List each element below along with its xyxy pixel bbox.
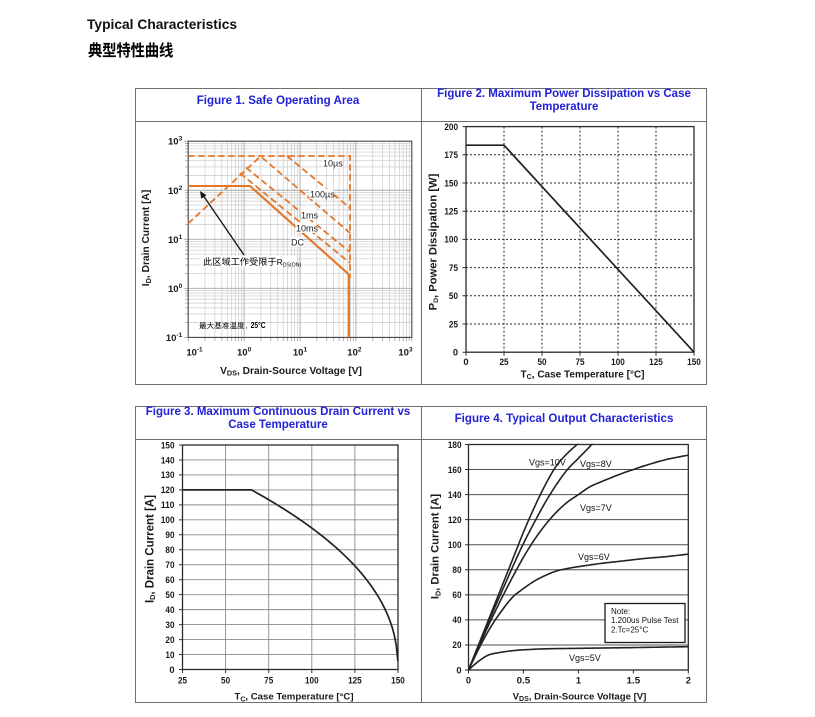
svg-text:50: 50 — [537, 357, 546, 367]
svg-text:1.5: 1.5 — [627, 676, 641, 686]
svg-text:25°C: 25°C — [251, 321, 266, 330]
svg-text:60: 60 — [452, 590, 461, 600]
svg-text:120: 120 — [448, 515, 462, 525]
svg-text:10-1: 10-1 — [186, 347, 203, 359]
svg-text:1ms: 1ms — [301, 211, 319, 221]
svg-text:0: 0 — [169, 665, 174, 675]
svg-text:150: 150 — [444, 178, 458, 188]
svg-text:0: 0 — [466, 676, 471, 686]
svg-text:40: 40 — [165, 605, 174, 615]
svg-text:160: 160 — [448, 465, 462, 475]
svg-text:20: 20 — [165, 635, 174, 645]
svg-text:25: 25 — [449, 319, 458, 329]
svg-text:70: 70 — [165, 560, 174, 570]
svg-text:102: 102 — [347, 347, 362, 359]
svg-text:25: 25 — [499, 357, 508, 367]
svg-text:RDS(ON): RDS(ON) — [277, 257, 302, 269]
svg-text:125: 125 — [649, 357, 663, 367]
svg-text:80: 80 — [165, 545, 174, 555]
svg-text:140: 140 — [448, 490, 462, 500]
svg-text:Vgs=5V: Vgs=5V — [569, 653, 601, 663]
svg-text:180: 180 — [448, 440, 462, 450]
svg-text:102: 102 — [168, 185, 183, 197]
svg-text:100: 100 — [161, 515, 175, 525]
svg-text:103: 103 — [398, 347, 413, 359]
svg-text:100: 100 — [611, 357, 625, 367]
svg-text:80: 80 — [452, 565, 461, 575]
svg-text:150: 150 — [687, 357, 701, 367]
svg-text:0: 0 — [453, 348, 458, 358]
svg-text:200: 200 — [444, 122, 458, 132]
svg-text:2.Tc=25°C: 2.Tc=25°C — [611, 626, 648, 635]
svg-text:PD, Power Dissipation [W]: PD, Power Dissipation [W] — [428, 173, 441, 310]
svg-text:101: 101 — [168, 234, 183, 246]
svg-text:60: 60 — [165, 575, 174, 585]
svg-text:75: 75 — [575, 357, 584, 367]
svg-text:Vgs=7V: Vgs=7V — [580, 503, 612, 513]
svg-text:103: 103 — [168, 136, 183, 148]
svg-text:175: 175 — [444, 150, 458, 160]
svg-text:125: 125 — [348, 676, 362, 686]
svg-text:,: , — [246, 321, 248, 330]
svg-text:40: 40 — [452, 615, 461, 625]
svg-text:VDS, Drain-Source Voltage [V]: VDS, Drain-Source Voltage [V] — [220, 366, 362, 378]
svg-text:1.200us Pulse Test: 1.200us Pulse Test — [611, 616, 679, 625]
svg-text:75: 75 — [449, 263, 458, 273]
svg-text:TC, Case Temperature [°C]: TC, Case Temperature [°C] — [234, 692, 353, 702]
svg-text:0: 0 — [463, 357, 468, 367]
svg-text:ID, Drain Current [A]: ID, Drain Current [A] — [144, 495, 157, 603]
svg-text:10µs: 10µs — [323, 159, 343, 169]
svg-text:150: 150 — [161, 440, 175, 450]
svg-text:100: 100 — [237, 347, 252, 359]
svg-text:ID, Drain Current [A]: ID, Drain Current [A] — [141, 190, 153, 286]
svg-text:100: 100 — [168, 283, 183, 295]
svg-text:140: 140 — [161, 455, 175, 465]
svg-text:20: 20 — [452, 640, 461, 650]
svg-text:0.5: 0.5 — [517, 676, 531, 686]
svg-text:75: 75 — [264, 676, 273, 686]
svg-text:Vgs=6V: Vgs=6V — [578, 552, 610, 562]
svg-text:50: 50 — [165, 590, 174, 600]
svg-text:10-1: 10-1 — [166, 332, 183, 344]
svg-text:25: 25 — [178, 676, 187, 686]
svg-text:110: 110 — [161, 500, 175, 510]
svg-text:0: 0 — [456, 665, 461, 675]
svg-text:100: 100 — [448, 540, 462, 550]
svg-text:100µs: 100µs — [310, 190, 335, 200]
svg-text:Vgs=8V: Vgs=8V — [580, 459, 612, 469]
svg-text:VDS, Drain-Source Voltage [V]: VDS, Drain-Source Voltage [V] — [513, 692, 647, 703]
svg-text:100: 100 — [305, 676, 319, 686]
svg-text:30: 30 — [165, 620, 174, 630]
svg-text:150: 150 — [391, 676, 405, 686]
svg-text:130: 130 — [161, 470, 175, 480]
svg-text:TC, Case Temperature [°C]: TC, Case Temperature [°C] — [520, 369, 644, 381]
svg-text:1: 1 — [576, 676, 581, 686]
svg-text:10ms: 10ms — [296, 224, 319, 234]
svg-text:50: 50 — [221, 676, 230, 686]
svg-text:101: 101 — [293, 347, 308, 359]
svg-text:DC: DC — [291, 238, 304, 248]
svg-text:125: 125 — [444, 207, 458, 217]
svg-text:10: 10 — [165, 650, 174, 660]
svg-text:50: 50 — [449, 291, 458, 301]
svg-text:120: 120 — [161, 485, 175, 495]
svg-text:Note:: Note: — [611, 607, 630, 616]
svg-text:ID, Drain Current [A]: ID, Drain Current [A] — [430, 494, 443, 600]
svg-text:2: 2 — [686, 676, 691, 686]
svg-text:Vgs=10V: Vgs=10V — [529, 458, 566, 468]
svg-text:100: 100 — [444, 235, 458, 245]
svg-text:90: 90 — [165, 530, 174, 540]
